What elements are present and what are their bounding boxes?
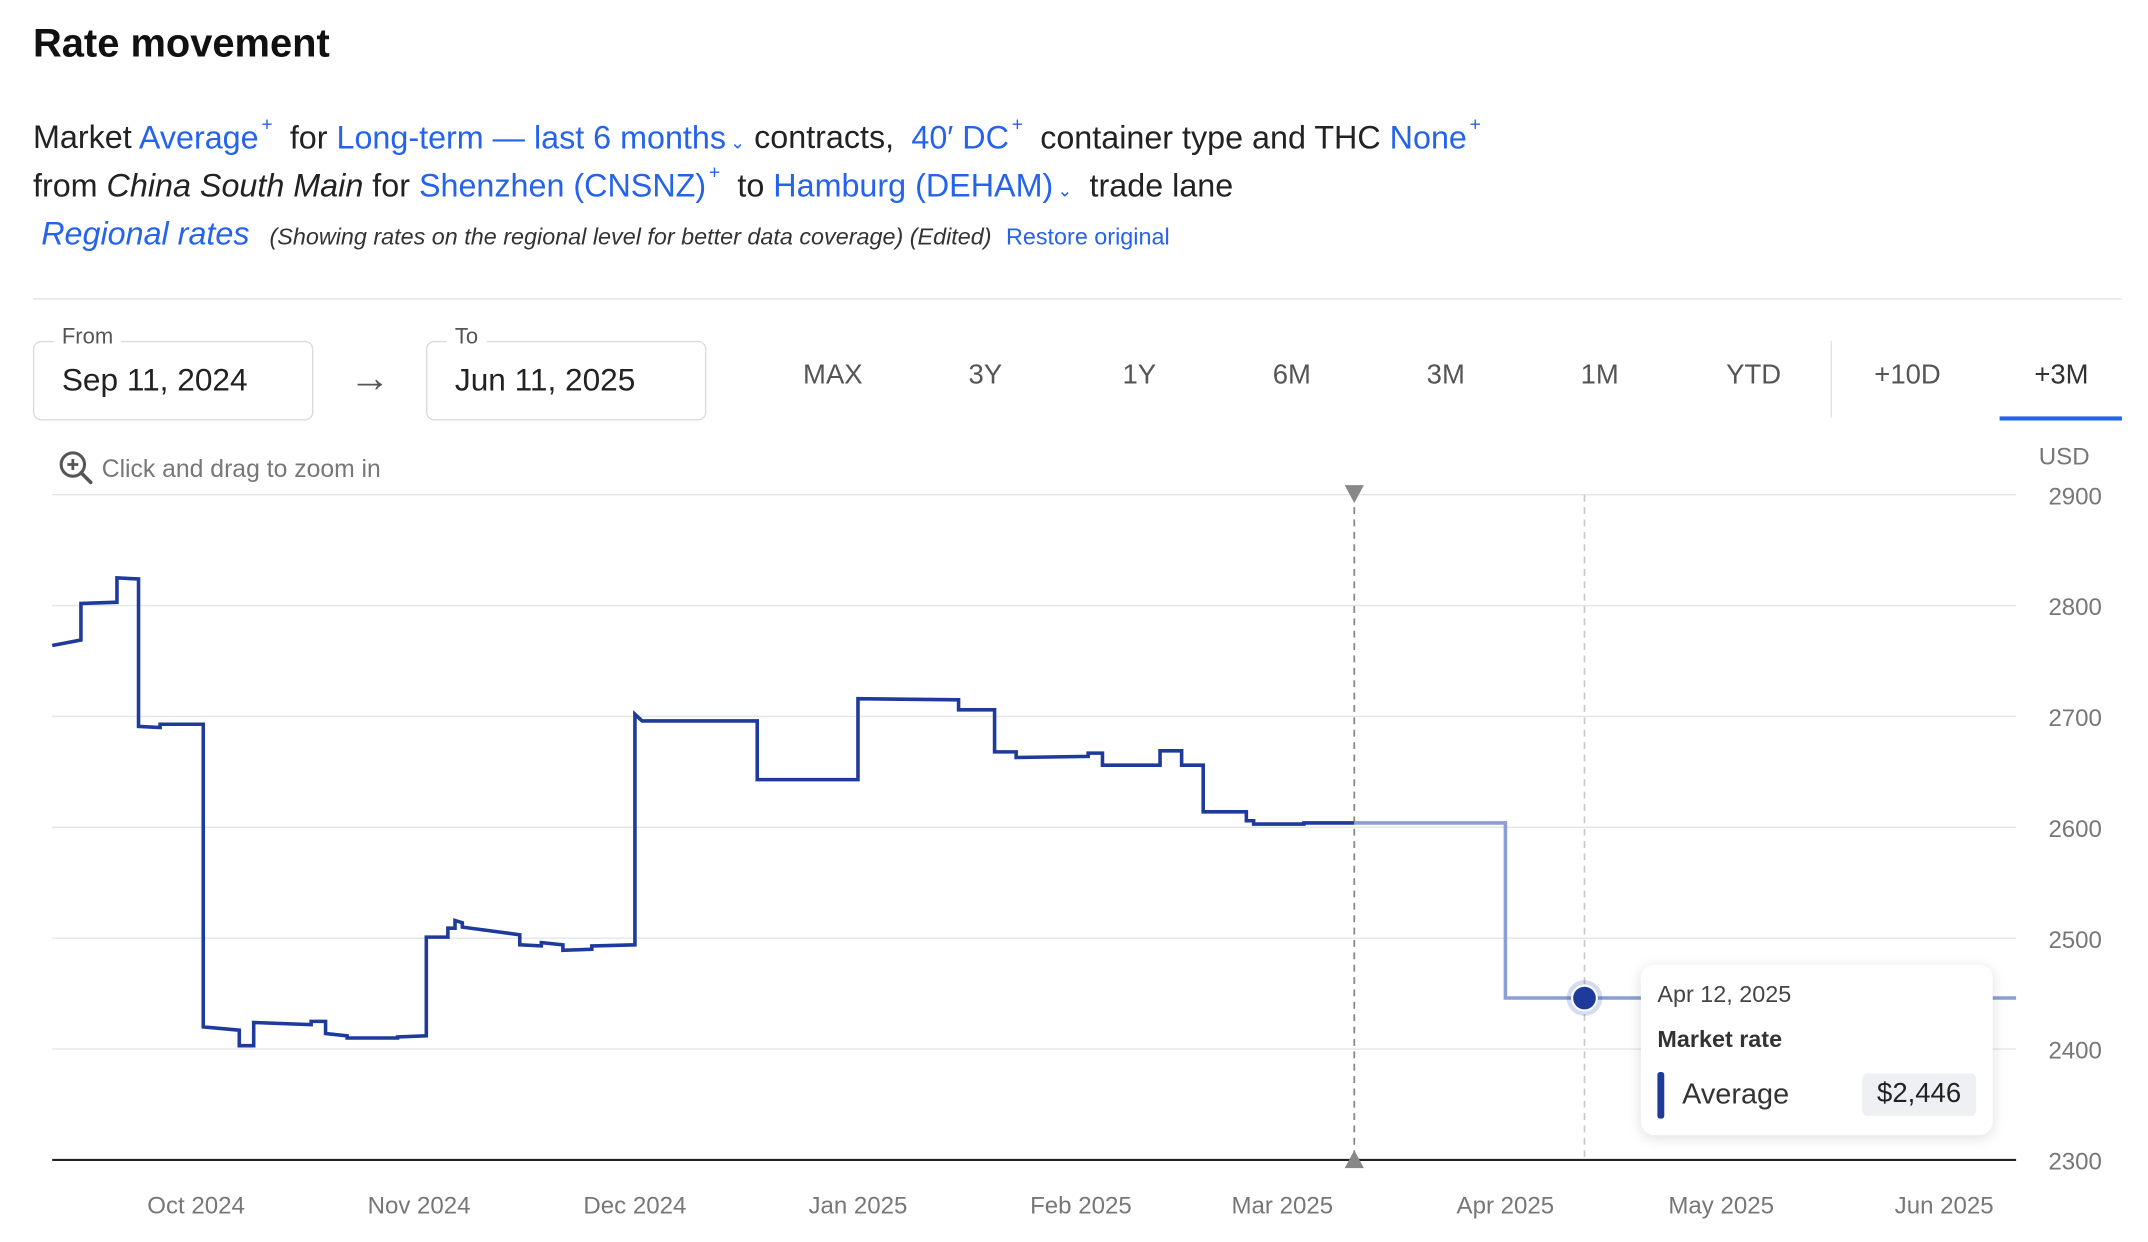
y-axis-unit: USD — [2039, 444, 2090, 471]
text-for: for — [372, 167, 410, 204]
restore-original-link[interactable]: Restore original — [1006, 224, 1170, 251]
from-date-label: From — [53, 325, 122, 351]
y-tick-label: 2800 — [2048, 594, 2102, 621]
origin-selector-label: Shenzhen (CNSNZ) — [418, 167, 707, 204]
chevron-down-icon: ⌄ — [730, 131, 746, 153]
to-date-field[interactable]: To Jun 11, 2025 — [426, 325, 707, 421]
market-selector-label: Average — [138, 119, 259, 156]
text-contracts: contracts, — [754, 119, 895, 156]
range-button-1m[interactable]: 1M — [1580, 360, 1619, 391]
text-for: for — [289, 119, 328, 156]
x-tick-label: Dec 2024 — [583, 1193, 686, 1220]
tooltip-series-name: Average — [1682, 1078, 1790, 1111]
zoom-hint-text: Click and drag to zoom in — [101, 454, 381, 483]
x-tick-label: May 2025 — [1668, 1193, 1774, 1220]
tooltip-date: Apr 12, 2025 — [1657, 981, 1792, 1008]
to-date-value: Jun 11, 2025 — [454, 361, 636, 398]
y-tick-label: 2700 — [2048, 705, 2102, 732]
x-tick-label: Jan 2025 — [808, 1193, 907, 1220]
thc-selector-label: None — [1389, 119, 1467, 156]
origin-selector[interactable]: Shenzhen (CNSNZ) + — [418, 161, 720, 204]
plus-icon: + — [1469, 112, 1481, 135]
regional-rates-link[interactable]: Regional rates — [41, 215, 250, 252]
hover-point — [1571, 984, 1598, 1012]
chart-tooltip: Apr 12, 2025 Market rate Average $2,446 — [1640, 964, 1993, 1136]
filter-sentence-line-1: Market Average + for Long-term — last 6 m… — [32, 113, 1481, 156]
zoom-hint: Click and drag to zoom in — [58, 449, 381, 485]
selected-range-indicator — [1999, 416, 2122, 421]
contract-selector[interactable]: Long-term — last 6 months ⌄ — [337, 119, 746, 155]
range-button-plus-3m[interactable]: +3M — [2034, 360, 2089, 391]
thc-selector[interactable]: None + — [1389, 113, 1481, 156]
tooltip-label: Market rate — [1657, 1026, 1783, 1053]
range-button-1y[interactable]: 1Y — [1122, 360, 1157, 391]
tooltip-series-swatch — [1657, 1071, 1665, 1119]
region-name: China South Main — [106, 167, 364, 204]
tooltip-value: $2,446 — [1861, 1073, 1977, 1116]
arrow-right-icon: → — [349, 355, 391, 402]
to-date-label: To — [446, 325, 487, 351]
x-tick-label: Feb 2025 — [1030, 1193, 1132, 1220]
range-button-plus-10d[interactable]: +10D — [1874, 360, 1941, 391]
text-container-type: container type and THC — [1040, 119, 1381, 156]
text-trade-lane: trade lane — [1089, 167, 1234, 204]
market-selector[interactable]: Average + — [138, 113, 273, 156]
from-date-field[interactable]: From Sep 11, 2024 — [32, 325, 314, 421]
destination-selector-label: Hamburg (DEHAM) — [773, 167, 1054, 204]
range-button-3m[interactable]: 3M — [1426, 360, 1465, 391]
range-button-ytd[interactable]: YTD — [1726, 360, 1782, 391]
x-tick-label: Mar 2025 — [1232, 1193, 1334, 1220]
plus-icon: + — [261, 112, 273, 135]
x-tick-label: Jun 2025 — [1895, 1193, 1994, 1220]
y-tick-label: 2900 — [2048, 483, 2102, 510]
range-button-3y[interactable]: 3Y — [968, 360, 1003, 391]
from-date-value: Sep 11, 2024 — [61, 361, 248, 398]
divider — [32, 298, 2122, 300]
text-from: from — [32, 167, 98, 204]
x-tick-label: Oct 2024 — [147, 1193, 245, 1220]
x-tick-label: Apr 2025 — [1457, 1193, 1555, 1220]
y-tick-label: 2300 — [2048, 1149, 2102, 1176]
x-tick-label: Nov 2024 — [368, 1193, 471, 1220]
triangle-down-icon — [1344, 485, 1364, 503]
y-tick-label: 2600 — [2048, 816, 2102, 843]
container-selector[interactable]: 40′ DC + — [911, 113, 1023, 156]
range-button-max[interactable]: MAX — [803, 360, 863, 391]
range-separator — [1830, 340, 1832, 418]
y-tick-label: 2400 — [2048, 1038, 2102, 1065]
chevron-down-icon: ⌄ — [1057, 179, 1073, 201]
range-button-6m[interactable]: 6M — [1272, 360, 1311, 391]
y-tick-label: 2500 — [2048, 927, 2102, 954]
filter-sentence-line-2: from China South Main for Shenzhen (CNSN… — [32, 161, 1234, 204]
plus-icon: + — [1011, 112, 1023, 135]
regional-rates-note: (Showing rates on the regional level for… — [269, 224, 992, 251]
destination-selector[interactable]: Hamburg (DEHAM) ⌄ — [773, 167, 1072, 203]
plus-icon: + — [708, 160, 721, 183]
regional-rates-row: Regional rates (Showing rates on the reg… — [41, 216, 1169, 253]
contract-selector-label: Long-term — last 6 months — [336, 119, 727, 156]
historical-series-line — [51, 576, 1355, 1048]
triangle-up-icon — [1344, 1150, 1364, 1169]
container-selector-label: 40′ DC — [911, 119, 1009, 156]
text-to: to — [737, 167, 765, 204]
text-market: Market — [32, 119, 132, 156]
page-title: Rate movement — [32, 21, 330, 66]
zoom-in-icon — [59, 451, 93, 485]
